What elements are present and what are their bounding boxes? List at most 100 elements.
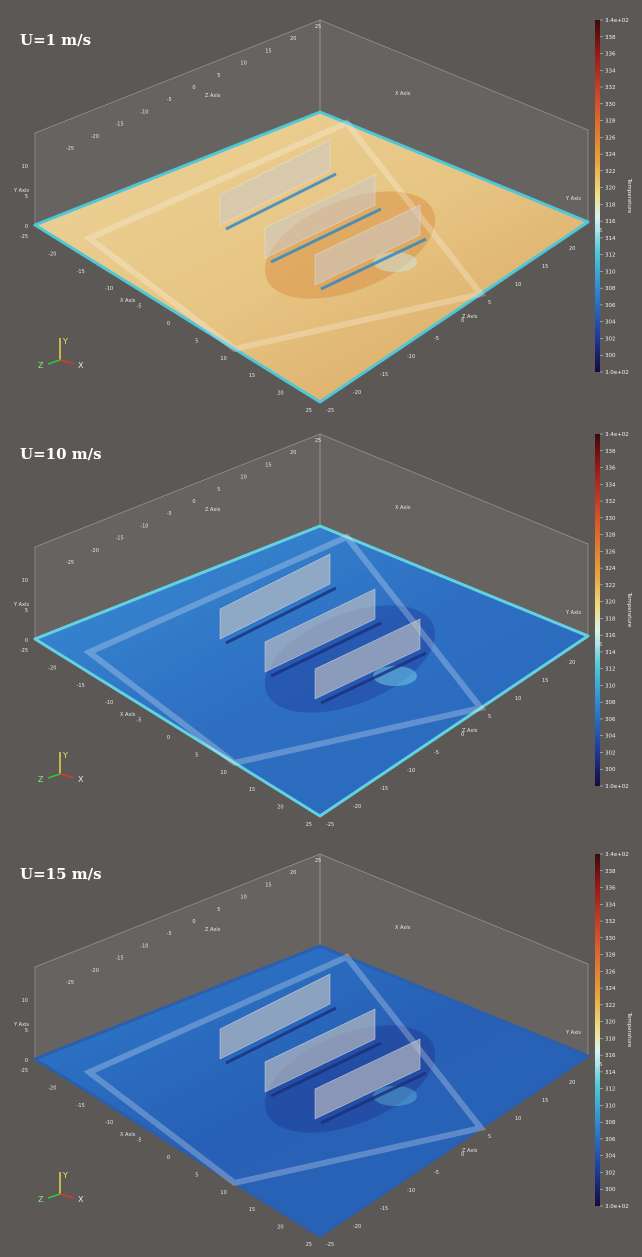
x-tick-label: 0	[167, 321, 170, 327]
z-tick-label: -15	[116, 536, 124, 542]
colorbar-tick-label: 324	[605, 152, 616, 158]
z-tick-label: -20	[91, 548, 99, 554]
z-tick-label: -15	[380, 786, 388, 792]
z-tick-label: 20	[569, 660, 575, 666]
z-tick-label: 20	[569, 246, 575, 252]
x-tick-label: 15	[249, 787, 255, 793]
colorbar-tick-label: 338	[605, 35, 616, 41]
x-axis-label: X Axis	[120, 1132, 136, 1138]
colorbar-tick-label: 332	[605, 499, 616, 505]
colorbar-tick-label: 3.0e+02	[605, 1204, 629, 1210]
x-tick-label: 15	[249, 1207, 255, 1213]
x-tick-label: 20	[277, 805, 283, 811]
x-tick-label: -25	[20, 1068, 28, 1074]
x-tick-label: 10	[220, 356, 226, 362]
z-tick-label: 5	[488, 714, 491, 720]
y-tick-label: 0	[25, 224, 28, 230]
z-tick-label: 5	[217, 73, 220, 79]
x-tick-label: -20	[48, 251, 56, 257]
colorbar-tick-label: 316	[605, 633, 616, 639]
z-tick-label: 10	[515, 696, 521, 702]
z-tick-label: -10	[407, 1188, 415, 1194]
colorbar-tick-label: 320	[605, 1020, 616, 1026]
colorbar-tick-label: 304	[605, 320, 616, 326]
colorbar-tick-label: 316	[605, 219, 616, 225]
z-tick-label: -20	[91, 134, 99, 140]
colorbar-tick-label: 338	[605, 869, 616, 875]
z-tick-label: -20	[353, 390, 361, 396]
colorbar-tick-label: 302	[605, 750, 616, 756]
colorbar-tick-label: 336	[605, 52, 616, 58]
x-tick-label: -5	[137, 304, 142, 310]
z-tick-label: -15	[380, 1206, 388, 1212]
triad-label: Z	[38, 775, 44, 784]
x-tick-label: -25	[20, 234, 28, 240]
colorbar-tick-label: 3.0e+02	[605, 370, 629, 376]
colorbar-tick-label: 338	[605, 449, 616, 455]
z-tick-label: 5	[217, 907, 220, 913]
z-tick-label: 25	[315, 24, 321, 30]
x-tick-label: -20	[48, 665, 56, 671]
colorbar-tick-label: 304	[605, 734, 616, 740]
x-tick-label: -10	[105, 700, 113, 706]
x-axis-label: X Axis	[120, 298, 136, 304]
z-axis-label: Z Axis	[462, 314, 478, 320]
y-axis-label: Y Axis	[565, 1030, 581, 1036]
triad-label: X	[78, 361, 84, 370]
z-tick-label: -5	[434, 336, 439, 342]
z-tick-label: -5	[434, 750, 439, 756]
x-tick-label: -5	[137, 1138, 142, 1144]
z-tick-label: -10	[140, 523, 148, 529]
z-tick-label: 25	[315, 438, 321, 444]
triad-label: Y	[62, 337, 68, 346]
panel-title: U=1 m/s	[20, 31, 91, 49]
z-tick-label: 15	[265, 48, 271, 54]
x-tick-label: 5	[195, 752, 198, 758]
triad-label: Y	[62, 1171, 68, 1180]
x-tick-label: -15	[77, 683, 85, 689]
colorbar-tick-label: 330	[605, 936, 616, 942]
screenshot: U=1 m/s3.4e+0233833633433233032832632432…	[0, 0, 642, 1257]
z-axis-label: Z Axis	[462, 728, 478, 734]
x-tick-label: 5	[195, 1172, 198, 1178]
colorbar-tick-label: 300	[605, 353, 616, 359]
x-tick-label: 20	[277, 1225, 283, 1231]
colorbar-tick-label: 312	[605, 667, 616, 673]
z-tick-label: 25	[596, 642, 602, 648]
z-tick-label: -10	[407, 768, 415, 774]
colorbar-tick-label: 332	[605, 85, 616, 91]
colorbar-tick-label: 328	[605, 533, 616, 539]
x-tick-label: 20	[277, 391, 283, 397]
y-tick-label: 0	[25, 1058, 28, 1064]
z-tick-label: 20	[290, 870, 296, 876]
colorbar-tick-label: 316	[605, 1053, 616, 1059]
colorbar-tick-label: 332	[605, 919, 616, 925]
x-axis-label: X Axis	[395, 505, 411, 511]
z-tick-label: 5	[488, 1134, 491, 1140]
colorbar-tick-label: 306	[605, 717, 616, 723]
x-axis-label: X Axis	[120, 712, 136, 718]
z-tick-label: -5	[167, 511, 172, 517]
z-axis-label: Z Axis	[205, 507, 221, 513]
x-axis-label: X Axis	[395, 91, 411, 97]
z-tick-label: -20	[353, 804, 361, 810]
z-tick-label: 15	[265, 882, 271, 888]
colorbar-tick-label: 308	[605, 286, 616, 292]
colorbar-tick-label: 302	[605, 336, 616, 342]
x-tick-label: 15	[249, 373, 255, 379]
colorbar-tick-label: 3.4e+02	[605, 18, 629, 24]
y-tick-label: 5	[25, 608, 28, 614]
z-tick-label: -5	[167, 931, 172, 937]
z-tick-label: -25	[66, 980, 74, 986]
colorbar-title: Temperature	[626, 1012, 632, 1048]
z-axis-label: Z Axis	[205, 927, 221, 933]
colorbar-tick-label: 324	[605, 986, 616, 992]
colorbar-tick-label: 324	[605, 566, 616, 572]
colorbar-tick-label: 326	[605, 135, 616, 141]
z-tick-label: 20	[569, 1080, 575, 1086]
z-tick-label: 0	[192, 919, 195, 925]
z-tick-label: 10	[240, 475, 246, 481]
colorbar-tick-label: 3.4e+02	[605, 852, 629, 858]
colorbar-tick-label: 310	[605, 269, 616, 275]
z-tick-label: 10	[515, 1116, 521, 1122]
